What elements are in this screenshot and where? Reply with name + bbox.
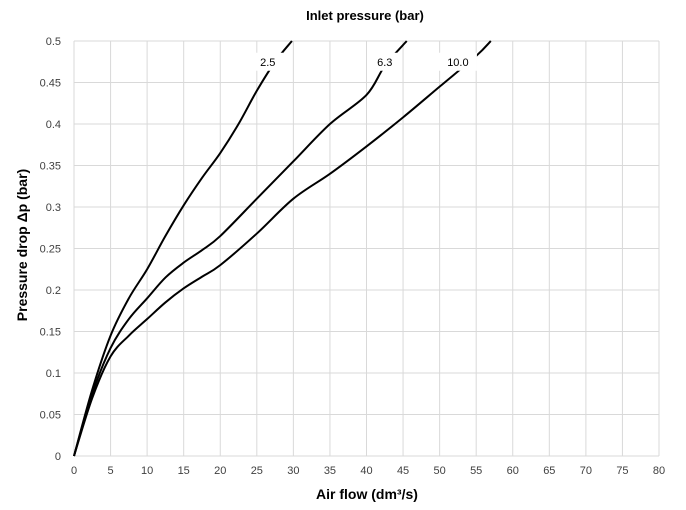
y-tick-label: 0.45: [40, 78, 61, 90]
series-labels: 2.5 6.3 10.0: [252, 52, 477, 71]
y-tick-label: 0: [55, 451, 61, 463]
grid-lines: [73, 40, 660, 457]
x-axis-label: Air flow (dm³/s): [316, 486, 418, 502]
x-tick-label: 50: [434, 465, 446, 477]
series-label-background: [252, 52, 284, 71]
series-label-10-0: 10.0: [438, 52, 477, 71]
y-tick-label: 0.4: [46, 119, 61, 131]
y-tick-label: 0.1: [46, 368, 61, 380]
x-tick-label: 30: [287, 465, 299, 477]
x-tick-label: 15: [178, 465, 190, 477]
series-line-10-0: [73, 40, 492, 457]
y-axis-label: Pressure drop Δp (bar): [14, 169, 30, 321]
x-tick-label: 75: [616, 465, 628, 477]
x-tick-label: 20: [214, 465, 226, 477]
series-label-2-5: 2.5: [252, 52, 284, 71]
x-tick-label: 35: [324, 465, 336, 477]
y-tick-label: 0.15: [40, 327, 61, 339]
x-tick-label: 0: [71, 465, 77, 477]
series-line-6-3: [73, 40, 408, 457]
series-line-2-5: [73, 40, 293, 457]
x-tick-label: 5: [108, 465, 114, 477]
y-tick-label: 0.25: [40, 244, 61, 256]
x-tick-label: 25: [251, 465, 263, 477]
series-label-background: [438, 52, 477, 71]
y-tick-label: 0.05: [40, 410, 61, 422]
series-lines: [73, 40, 492, 457]
y-axis-ticks: 0 0.05 0.1 0.15 0.2 0.25 0.3 0.35 0.4 0.45 0.5: [40, 36, 61, 463]
x-axis-ticks: 0 5 10 15 20 25 30 35 40 45 50 55 60 65 70 75 80: [71, 465, 665, 477]
x-tick-label: 65: [543, 465, 555, 477]
y-tick-label: 0.5: [46, 36, 61, 48]
x-tick-label: 70: [580, 465, 592, 477]
y-tick-label: 0.2: [46, 285, 61, 297]
y-tick-label: 0.3: [46, 202, 61, 214]
chart-title: Inlet pressure (bar): [306, 8, 424, 23]
x-tick-label: 80: [653, 465, 665, 477]
y-tick-label: 0.35: [40, 161, 61, 173]
x-tick-label: 40: [360, 465, 372, 477]
series-label-text: 6.3: [377, 57, 392, 69]
series-label-text: 10.0: [447, 57, 468, 69]
x-tick-label: 55: [470, 465, 482, 477]
x-tick-label: 60: [507, 465, 519, 477]
x-tick-label: 45: [397, 465, 409, 477]
series-label-text: 2.5: [260, 57, 275, 69]
series-label-6-3: 6.3: [369, 52, 401, 71]
series-label-background: [369, 52, 401, 71]
x-tick-label: 10: [141, 465, 153, 477]
